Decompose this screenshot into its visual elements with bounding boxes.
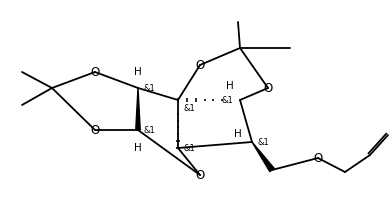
Text: O: O <box>196 168 204 181</box>
Polygon shape <box>252 142 274 172</box>
Text: H: H <box>226 81 234 91</box>
Text: &1: &1 <box>222 95 234 105</box>
Text: &1: &1 <box>258 138 270 146</box>
Text: H: H <box>234 129 242 139</box>
Polygon shape <box>136 88 140 130</box>
Text: H: H <box>134 143 142 153</box>
Text: &1: &1 <box>144 125 156 134</box>
Text: O: O <box>313 151 323 164</box>
Text: O: O <box>90 123 100 136</box>
Text: &1: &1 <box>184 144 196 153</box>
Text: O: O <box>90 65 100 78</box>
Text: &1: &1 <box>144 84 156 93</box>
Text: O: O <box>196 58 204 71</box>
Text: O: O <box>264 82 273 95</box>
Text: &1: &1 <box>184 103 196 112</box>
Text: H: H <box>134 67 142 77</box>
